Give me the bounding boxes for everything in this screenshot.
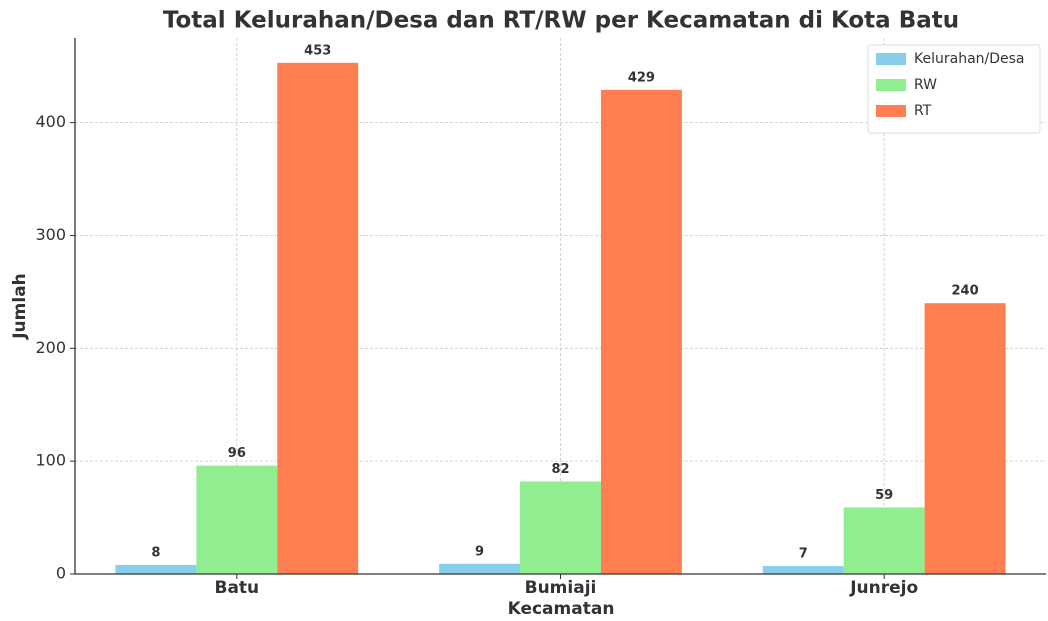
y-tick-label: 200 (35, 338, 66, 357)
data-label: 59 (875, 488, 893, 503)
bar (843, 507, 925, 574)
legend-box (867, 44, 1041, 134)
x-tick-label: Bumiaji (525, 578, 597, 598)
legend-label: Kelurahan/Desa (914, 51, 1025, 67)
chart-title: Total Kelurahan/Desa dan RT/RW per Kecam… (163, 8, 959, 34)
bar (600, 89, 682, 574)
data-label: 96 (228, 446, 246, 461)
data-label: 82 (551, 462, 569, 477)
bar (277, 62, 359, 575)
y-axis-label: Jumlah (10, 273, 30, 340)
data-label: 7 (799, 547, 808, 562)
data-label: 8 (151, 545, 160, 560)
data-label: 240 (952, 284, 979, 299)
data-label: 453 (304, 43, 331, 58)
data-label: 429 (628, 70, 655, 85)
y-tick-label: 300 (35, 225, 66, 244)
x-axis-label: Kecamatan (508, 599, 615, 619)
bar (196, 465, 278, 574)
legend-swatch (876, 79, 906, 91)
x-tick-label: Junrejo (849, 578, 918, 598)
y-tick-label: 100 (35, 451, 66, 470)
bar (439, 563, 521, 574)
bar (520, 481, 601, 574)
data-label: 9 (475, 544, 484, 559)
bar (924, 303, 1006, 574)
bar (115, 564, 197, 574)
y-tick-label: 0 (56, 564, 66, 583)
x-tick-label: Batu (214, 578, 259, 598)
legend-swatch (876, 53, 906, 65)
bar (762, 566, 844, 574)
legend-label: RT (914, 103, 932, 119)
legend-label: RW (914, 77, 937, 93)
legend-swatch (876, 105, 906, 117)
y-tick-label: 400 (35, 112, 66, 131)
